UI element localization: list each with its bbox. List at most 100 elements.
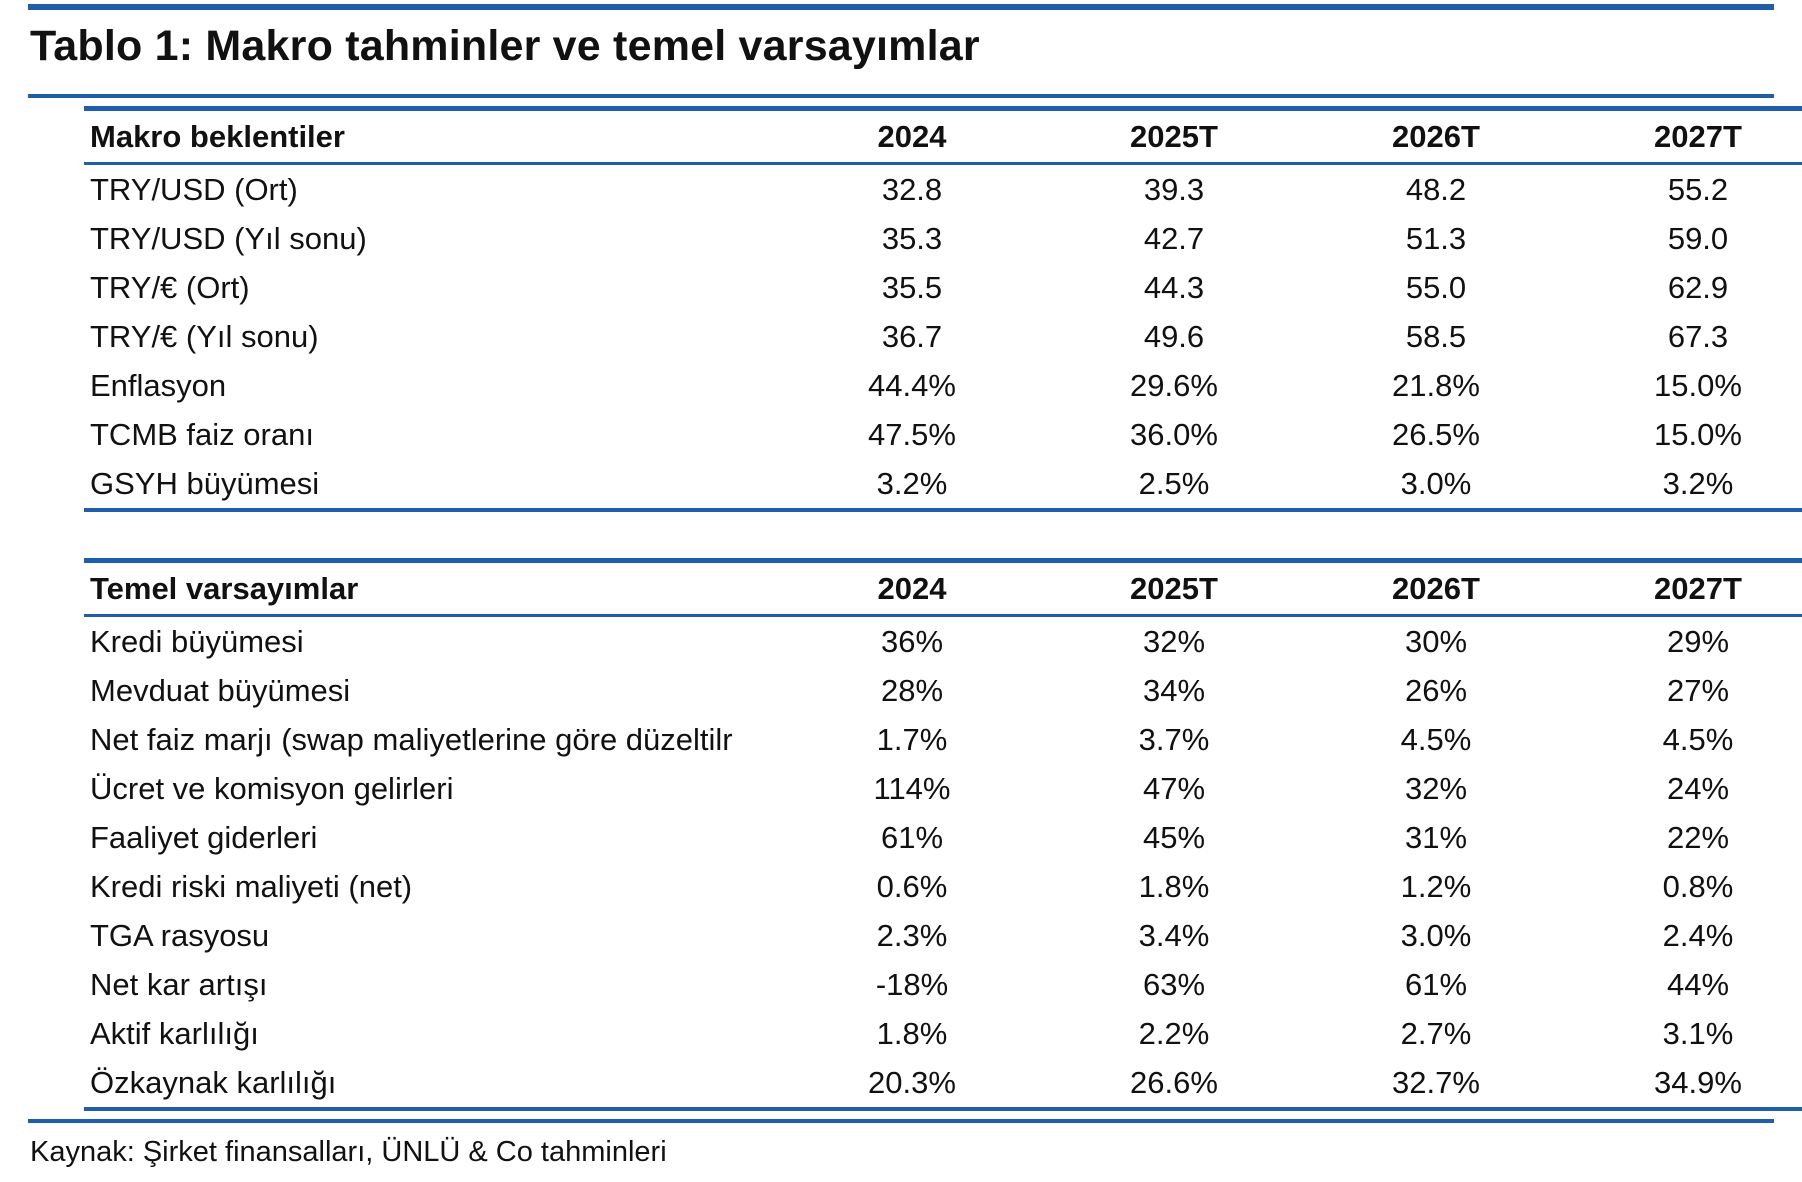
macro-row: TRY/€ (Yıl sonu) 36.7 49.6 58.5 67.3 [84,312,1802,361]
assumptions-header-year: 2026T [1392,570,1480,606]
macro-header-year: 2027T [1654,118,1742,154]
row-value: 62.9 [1667,269,1729,305]
row-label: Faaliyet giderleri [90,819,318,855]
row-label: TRY/€ (Ort) [90,269,250,305]
title-rule [28,94,1774,98]
row-value: 4.5% [1400,721,1472,757]
assumptions-row: Özkaynak karlılığı 20.3% 26.6% 32.7% 34.9% [84,1058,1802,1109]
row-value: 49.6 [1143,318,1205,354]
row-value: 34.9% [1654,1064,1742,1100]
row-value: 3.1% [1662,1015,1734,1051]
row-value: 1.2% [1400,868,1472,904]
row-value: 32% [1404,770,1468,806]
row-value: 22% [1666,819,1730,855]
row-value: 0.6% [876,868,948,904]
row-value: 61% [1404,966,1468,1002]
row-value: 47.5% [868,416,956,452]
assumptions-row: Kredi riski maliyeti (net) 0.6% 1.8% 1.2% 0.… [84,862,1802,911]
macro-header-year: 2024 [877,118,947,154]
assumptions-row: Aktif karlılığı 1.8% 2.2% 2.7% 3.1% [84,1009,1802,1058]
row-value: 27% [1666,672,1730,708]
row-value: 3.0% [1400,465,1472,501]
macro-row: TRY/USD (Yıl sonu) 35.3 42.7 51.3 59.0 [84,214,1802,263]
row-label: Ücret ve komisyon gelirleri [90,770,454,806]
assumptions-header-row: Temel varsayımlar 2024 2025T 2026T 2027T [84,560,1802,616]
row-label: Kredi büyümesi [90,623,304,659]
row-label: TRY/USD (Ort) [90,171,298,207]
row-value: 3.0% [1400,917,1472,953]
row-value: 44% [1666,966,1730,1002]
row-value: 67.3 [1667,318,1729,354]
row-value: 44.3 [1143,269,1205,305]
row-value: 48.2 [1405,171,1467,207]
row-value: 2.4% [1662,917,1734,953]
macro-row: TRY/USD (Ort) 32.8 39.3 48.2 55.2 [84,164,1802,215]
row-value: 58.5 [1405,318,1467,354]
row-value: 29.6% [1130,367,1218,403]
row-value: 24% [1666,770,1730,806]
row-label: Enflasyon [90,367,227,403]
row-label: Net kar artışı [90,966,268,1002]
row-value: 35.5 [881,269,943,305]
row-value: 15.0% [1654,367,1742,403]
assumptions-header-label: Temel varsayımlar [90,570,359,606]
row-value: 55.2 [1667,171,1729,207]
row-value: 1.7% [876,721,948,757]
macro-row: Enflasyon 44.4% 29.6% 21.8% 15.0% [84,361,1802,410]
row-value: 2.2% [1138,1015,1210,1051]
row-value: 26.5% [1392,416,1480,452]
row-value: 26.6% [1130,1064,1218,1100]
row-value: 21.8% [1392,367,1480,403]
assumptions-header-year: 2024 [877,570,947,606]
row-value: 2.3% [876,917,948,953]
row-value: 1.8% [876,1015,948,1051]
row-value: 35.3 [881,220,943,256]
row-value: 39.3 [1143,171,1205,207]
row-value: -18% [875,966,949,1002]
row-value: 114% [873,770,951,806]
macro-row: TRY/€ (Ort) 35.5 44.3 55.0 62.9 [84,263,1802,312]
row-value: 3.4% [1138,917,1210,953]
row-value: 36.7 [881,318,943,354]
row-value: 44.4% [868,367,956,403]
macro-row: TCMB faiz oranı 47.5% 36.0% 26.5% 15.0% [84,410,1802,459]
macro-header-row: Makro beklentiler 2024 2025T 2026T 2027T [84,108,1802,164]
row-value: 3.2% [876,465,948,501]
row-value: 28% [880,672,944,708]
row-value: 20.3% [868,1064,956,1100]
row-value: 36.0% [1130,416,1218,452]
row-value: 32.7% [1392,1064,1480,1100]
row-value: 51.3 [1405,220,1467,256]
row-label: TRY/USD (Yıl sonu) [90,220,367,256]
row-value: 3.7% [1138,721,1210,757]
assumptions-row: Net kar artışı -18% 63% 61% 44% [84,960,1802,1009]
row-label: TRY/€ (Yıl sonu) [90,318,319,354]
assumptions-row: Kredi büyümesi 36% 32% 30% 29% [84,616,1802,667]
row-value: 59.0 [1667,220,1729,256]
bottom-rule [28,1119,1774,1123]
row-value: 31% [1404,819,1468,855]
row-value: 30% [1404,623,1468,659]
macro-table: Makro beklentiler 2024 2025T 2026T 2027T… [84,106,1802,512]
top-rule [28,4,1774,10]
row-value: 32.8 [881,171,943,207]
row-value: 0.8% [1662,868,1734,904]
assumptions-header-year: 2027T [1654,570,1742,606]
row-value: 47% [1142,770,1206,806]
assumptions-row: Ücret ve komisyon gelirleri 114% 47% 32% 24% [84,764,1802,813]
assumptions-row: Faaliyet giderleri 61% 45% 31% 22% [84,813,1802,862]
row-value: 1.8% [1138,868,1210,904]
row-value: 34% [1142,672,1206,708]
assumptions-table-body: Kredi büyümesi 36% 32% 30% 29% Mevduat büyüme… [84,616,1802,1109]
macro-header-label: Makro beklentiler [90,118,345,154]
row-label: GSYH büyümesi [90,465,320,501]
macro-header-year: 2026T [1392,118,1480,154]
row-value: 4.5% [1662,721,1734,757]
table-title: Tablo 1: Makro tahminler ve temel varsay… [30,22,980,70]
row-label: Aktif karlılığı [90,1015,259,1051]
row-label: Mevduat büyümesi [90,672,351,708]
row-label: TCMB faiz oranı [90,416,314,452]
row-value: 63% [1142,966,1206,1002]
row-value: 45% [1142,819,1206,855]
macro-header-year: 2025T [1130,118,1218,154]
